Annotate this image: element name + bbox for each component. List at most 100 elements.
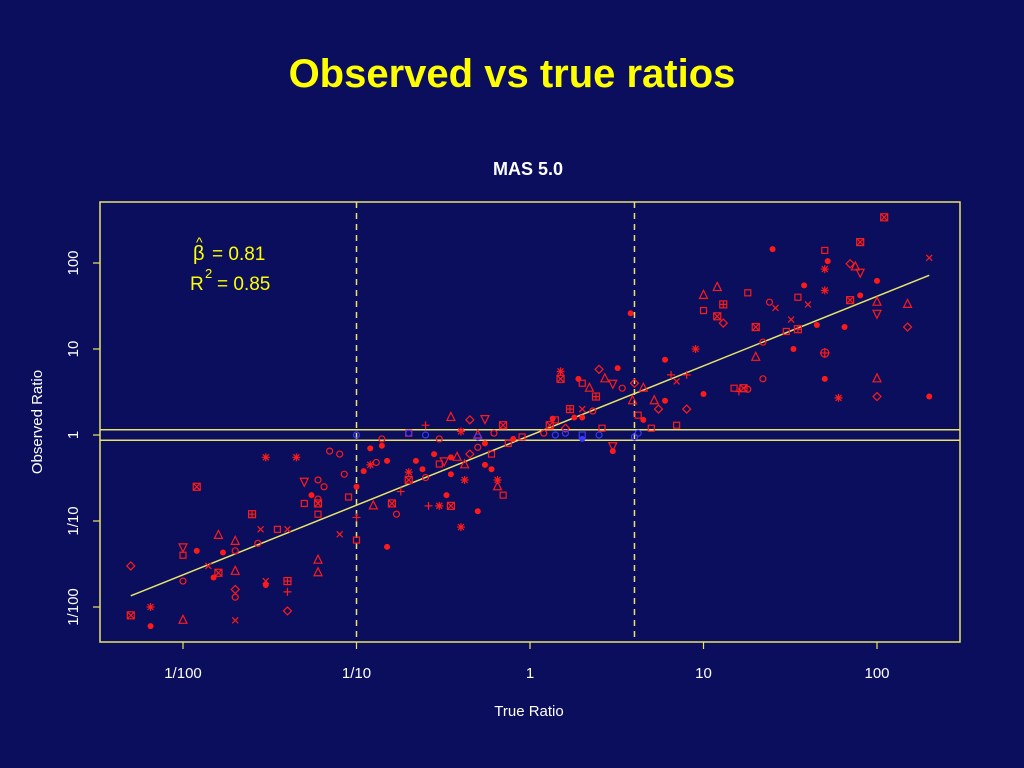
data-point bbox=[314, 495, 322, 503]
data-point bbox=[653, 404, 664, 414]
data-point bbox=[598, 424, 606, 432]
data-point bbox=[447, 471, 454, 478]
data-point bbox=[230, 535, 241, 545]
data-point bbox=[790, 346, 797, 352]
r-exponent: 2 bbox=[205, 266, 212, 281]
data-point bbox=[479, 415, 490, 425]
data-point bbox=[313, 499, 323, 508]
data-point bbox=[857, 292, 864, 299]
data-point bbox=[765, 298, 774, 306]
data-point bbox=[352, 431, 361, 439]
data-point bbox=[424, 501, 433, 510]
data-point bbox=[629, 378, 640, 389]
data-point bbox=[718, 318, 729, 328]
data-point bbox=[578, 379, 586, 387]
data-point bbox=[819, 347, 830, 358]
data-point bbox=[262, 577, 270, 585]
data-point bbox=[834, 393, 843, 402]
data-point bbox=[126, 611, 135, 620]
data-point bbox=[614, 365, 621, 372]
data-point bbox=[772, 304, 779, 312]
data-point bbox=[691, 345, 700, 353]
data-point bbox=[273, 525, 281, 533]
data-point bbox=[662, 397, 669, 404]
data-point bbox=[634, 429, 642, 437]
data-point bbox=[292, 453, 301, 462]
data-point bbox=[681, 404, 692, 414]
x-tick-label: 10 bbox=[695, 665, 712, 682]
data-point bbox=[700, 390, 707, 397]
data-point bbox=[336, 450, 344, 458]
plot-frame bbox=[99, 201, 961, 643]
data-point bbox=[627, 394, 638, 405]
data-point bbox=[744, 385, 752, 393]
data-point bbox=[146, 603, 155, 611]
data-point bbox=[490, 429, 498, 437]
data-point bbox=[638, 381, 649, 392]
data-point bbox=[460, 475, 469, 484]
data-point bbox=[384, 457, 391, 464]
fit-line-group bbox=[130, 274, 930, 597]
data-point bbox=[204, 562, 212, 570]
data-point bbox=[313, 553, 323, 564]
slide-title: Observed vs true ratios bbox=[288, 52, 736, 96]
data-point bbox=[545, 421, 554, 430]
data-point bbox=[404, 475, 413, 485]
data-point bbox=[769, 246, 776, 253]
data-point bbox=[257, 525, 265, 533]
data-point bbox=[926, 393, 933, 400]
data-point bbox=[474, 443, 482, 451]
data-point bbox=[178, 613, 188, 624]
data-point bbox=[556, 374, 565, 383]
data-point bbox=[850, 260, 861, 271]
data-point bbox=[372, 458, 380, 467]
data-point bbox=[353, 483, 360, 490]
data-point bbox=[445, 411, 456, 422]
data-point bbox=[308, 492, 315, 499]
data-point bbox=[231, 547, 239, 555]
data-point bbox=[435, 435, 443, 443]
data-point bbox=[804, 300, 812, 308]
data-point bbox=[504, 439, 512, 447]
data-point bbox=[456, 427, 465, 436]
data-point bbox=[452, 450, 463, 461]
data-point bbox=[283, 587, 292, 596]
y-tick-label: 100 bbox=[65, 250, 82, 275]
data-point bbox=[591, 392, 601, 401]
data-point bbox=[824, 258, 831, 265]
y-tick-label: 10 bbox=[65, 341, 82, 358]
data-point bbox=[662, 356, 669, 363]
data-point bbox=[750, 350, 761, 361]
data-point bbox=[647, 424, 655, 432]
data-point bbox=[759, 375, 767, 383]
data-point bbox=[872, 372, 882, 383]
y-axis-label: Observed Ratio bbox=[29, 370, 46, 474]
data-point bbox=[673, 377, 681, 385]
data-point bbox=[474, 508, 481, 515]
y-axis: 1/100 1/10 1 10 100 bbox=[65, 250, 100, 626]
data-point bbox=[384, 543, 391, 550]
data-point bbox=[856, 237, 865, 247]
data-point bbox=[488, 466, 495, 473]
data-point bbox=[456, 523, 465, 532]
data-point bbox=[821, 375, 828, 382]
beta-hat: ^ bbox=[196, 234, 203, 250]
data-point bbox=[320, 483, 328, 491]
data-point bbox=[284, 525, 291, 533]
data-point bbox=[230, 584, 241, 595]
data-point bbox=[125, 561, 136, 571]
chart-title: MAS 5.0 bbox=[493, 159, 563, 179]
data-point bbox=[551, 431, 559, 439]
data-point bbox=[493, 475, 502, 484]
data-point bbox=[578, 405, 586, 413]
data-point bbox=[147, 623, 154, 630]
data-point bbox=[421, 431, 430, 439]
data-point bbox=[446, 501, 455, 510]
data-point bbox=[713, 312, 722, 321]
y-tick-label: 1/10 bbox=[65, 506, 82, 535]
data-point bbox=[730, 384, 738, 392]
data-point bbox=[283, 577, 292, 586]
data-point bbox=[254, 539, 262, 547]
data-point bbox=[474, 433, 482, 441]
beta-symbol: β bbox=[193, 243, 205, 265]
